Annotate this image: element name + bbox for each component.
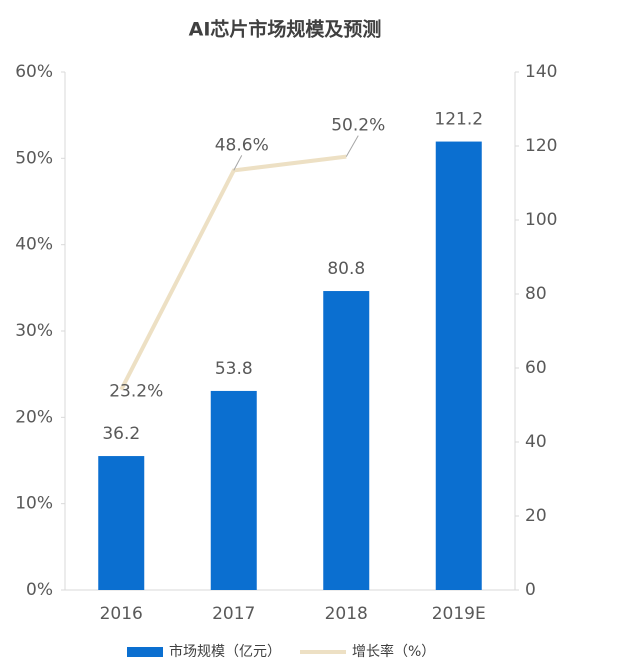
x-tick-label: 2019E	[432, 604, 486, 624]
legend-label: 市场规模（亿元）	[169, 643, 281, 660]
leader-line	[233, 155, 243, 171]
x-tick-label: 2016	[100, 604, 143, 624]
y-tick-label: 10%	[15, 494, 53, 514]
y2-tick-label: 40	[525, 432, 547, 452]
bar-value-label: 121.2	[434, 110, 483, 130]
x-tick-label: 2017	[212, 604, 255, 624]
chart-title: AI芯片市场规模及预测	[189, 18, 382, 41]
y2-tick-label: 140	[525, 62, 557, 82]
y2-tick-label: 60	[525, 358, 547, 378]
bar	[210, 390, 257, 590]
y2-tick-label: 120	[525, 136, 557, 156]
bar	[98, 456, 145, 590]
line	[119, 154, 347, 391]
bar	[435, 141, 482, 590]
line-value-label: 50.2%	[331, 116, 385, 136]
y2-tick-label: 20	[525, 506, 547, 526]
legend-label: 增长率（%）	[352, 643, 435, 660]
y2-tick-label: 0	[525, 580, 536, 600]
y-tick-label: 0%	[26, 580, 53, 600]
bar-value-label: 36.2	[102, 424, 140, 444]
x-tick-label: 2018	[325, 604, 368, 624]
y-tick-label: 50%	[15, 148, 53, 168]
bar-value-label: 80.8	[327, 259, 365, 279]
y-tick-label: 30%	[15, 321, 53, 341]
legend-swatch	[127, 647, 163, 657]
leader-line	[345, 135, 359, 157]
bar-value-label: 53.8	[215, 359, 253, 379]
line-value-label: 23.2%	[109, 382, 163, 402]
bar	[323, 291, 370, 590]
y2-tick-label: 80	[525, 284, 547, 304]
y-tick-label: 60%	[15, 62, 53, 82]
y-tick-label: 20%	[15, 407, 53, 427]
y-tick-label: 40%	[15, 235, 53, 255]
y2-tick-label: 100	[525, 210, 557, 230]
line-value-label: 48.6%	[215, 135, 269, 155]
